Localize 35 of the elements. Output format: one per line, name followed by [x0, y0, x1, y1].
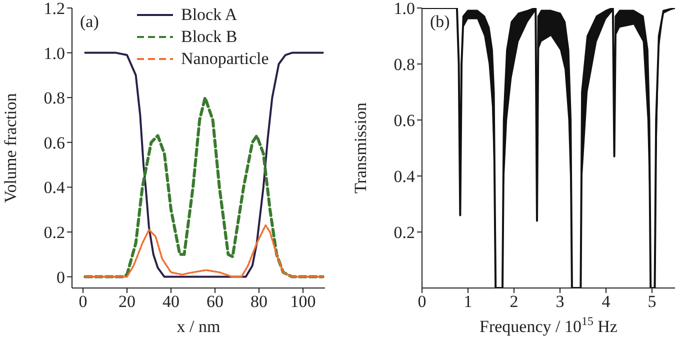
x-tick-label: 2	[510, 292, 518, 312]
line-series	[84, 96, 324, 278]
legend-label: Block A	[181, 5, 238, 25]
y-tick-label: 0.8	[394, 55, 415, 74]
x-tick-label: 100	[290, 292, 316, 312]
annotation: (b)	[430, 12, 450, 32]
line-series	[84, 52, 324, 278]
x-tick-label: 60	[206, 292, 224, 312]
y-tick-label: 1.0	[44, 44, 65, 63]
y-tick-label: 1.0	[394, 0, 415, 18]
x-tick-label: 1	[464, 292, 472, 312]
x-tick-label: 5	[648, 292, 656, 312]
y-tick-label: 0.4	[44, 178, 66, 198]
legend-label: Block B	[181, 27, 238, 47]
x-axis-title: Frequency / 10$^{15}$ Hz	[480, 314, 618, 336]
y-tick-label: 0.8	[44, 88, 65, 108]
x-tick-label: 40	[162, 292, 180, 312]
y-axis-title: Transmission	[351, 102, 370, 194]
y-axis-title: Volume fraction	[1, 92, 20, 203]
y-tick-label: 0.6	[44, 133, 65, 152]
x-tick-label: 80	[250, 292, 268, 312]
annotation: (a)	[80, 12, 99, 32]
x-tick-label: 20	[118, 292, 136, 312]
y-tick-label: 0.4	[394, 167, 416, 186]
x-tick-label: 0	[78, 292, 88, 312]
x-tick-label: 3	[556, 292, 564, 312]
y-tick-label: 1.2	[44, 0, 65, 18]
y-tick-label: 0	[56, 268, 65, 287]
y-tick-label: 0.2	[394, 223, 415, 242]
legend-label: Nanoparticle	[181, 49, 269, 69]
x-tick-label: 4	[602, 292, 611, 312]
y-tick-label: 0.6	[394, 111, 415, 130]
y-tick-label: 0.2	[44, 223, 65, 242]
line-series	[84, 224, 324, 278]
x-axis-title: x / nm	[176, 317, 220, 336]
